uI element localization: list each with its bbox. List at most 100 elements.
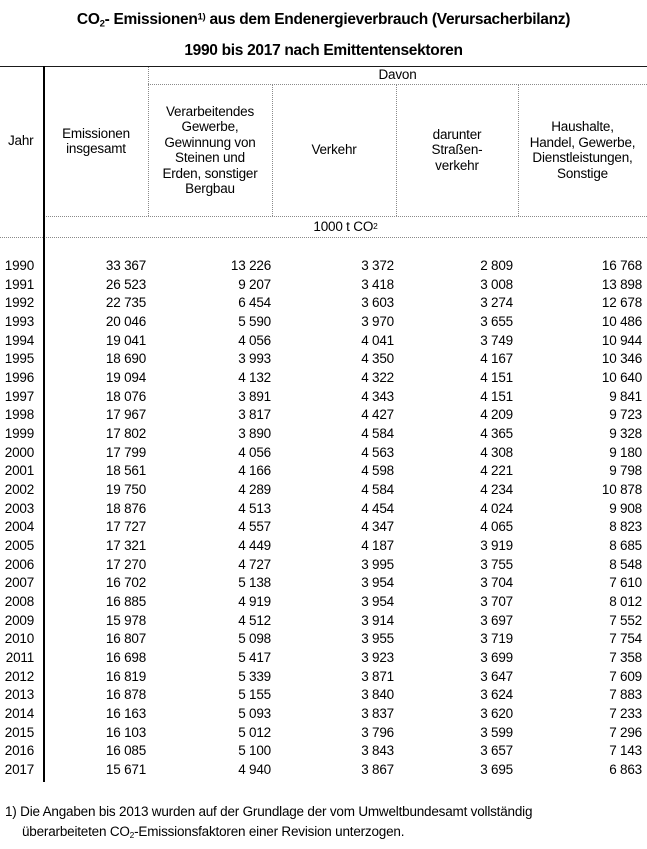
- value-cell: 3 914: [361, 612, 394, 628]
- value-cell: 17 802: [105, 426, 146, 442]
- value-cell: 3 274: [480, 295, 513, 311]
- year-cell: 2013: [4, 687, 34, 703]
- value-cell: 4 289: [238, 482, 271, 498]
- value-cell: 7 610: [609, 575, 642, 591]
- page-title-line1: CO2- Emissionen1) aus dem Endenergieverb…: [0, 11, 647, 29]
- table-rows: 1990 33 367 13 226 3 372 2 809 16 768 1991 26 5…: [0, 257, 647, 780]
- value-cell: 4 347: [361, 519, 394, 535]
- value-cell: 7 143: [609, 743, 642, 759]
- value-cell: 7 552: [609, 612, 642, 628]
- value-cell: 13 898: [601, 276, 642, 292]
- table-row: 1995 18 690 3 993 4 350 4 167 10 346: [0, 350, 647, 369]
- davon-bottom-rule: [148, 84, 647, 85]
- table-row: 2007 16 702 5 138 3 954 3 704 7 610: [0, 574, 647, 593]
- value-cell: 3 970: [361, 314, 394, 330]
- value-cell: 17 967: [105, 407, 146, 423]
- value-cell: 10 640: [601, 370, 642, 386]
- value-cell: 12 678: [601, 295, 642, 311]
- value-cell: 9 180: [609, 444, 642, 460]
- table-row: 2006 17 270 4 727 3 995 3 755 8 548: [0, 556, 647, 575]
- year-cell: 1993: [4, 314, 34, 330]
- value-cell: 7 754: [609, 631, 642, 647]
- value-cell: 17 799: [105, 444, 146, 460]
- year-cell: 2000: [4, 444, 34, 460]
- year-column-divider: [43, 66, 45, 782]
- value-cell: 16 807: [105, 631, 146, 647]
- value-cell: 4 132: [238, 370, 271, 386]
- value-cell: 15 978: [105, 612, 146, 628]
- value-cell: 10 944: [601, 332, 642, 348]
- unit-label: 1000 t CO: [313, 218, 374, 234]
- value-cell: 3 603: [361, 295, 394, 311]
- table-row: 1998 17 967 3 817 4 427 4 209 9 723: [0, 406, 647, 425]
- value-cell: 4 584: [361, 482, 394, 498]
- value-cell: 10 878: [601, 482, 642, 498]
- value-cell: 7 296: [609, 724, 642, 740]
- footnote-line2-rest: -Emissionsfaktoren einer Revision unterz…: [134, 824, 405, 839]
- year-cell: 2014: [4, 706, 34, 722]
- value-cell: 19 041: [105, 332, 146, 348]
- value-cell: 18 690: [105, 351, 146, 367]
- column-header-strassenverkehr: darunter Straßen- verkehr: [431, 126, 483, 173]
- table-row: 2012 16 819 5 339 3 871 3 647 7 609: [0, 668, 647, 687]
- table-top-rule: [0, 66, 647, 67]
- value-cell: 9 328: [609, 426, 642, 442]
- value-cell: 3 871: [361, 668, 394, 684]
- value-cell: 4 940: [238, 762, 271, 778]
- value-cell: 16 085: [105, 743, 146, 759]
- table-row: 1997 18 076 3 891 4 343 4 151 9 841: [0, 388, 647, 407]
- value-cell: 9 908: [609, 500, 642, 516]
- table-row: 1991 26 523 9 207 3 418 3 008 13 898: [0, 276, 647, 295]
- value-cell: 5 339: [238, 668, 271, 684]
- year-cell: 2005: [4, 538, 34, 554]
- year-cell: 1998: [4, 407, 34, 423]
- value-cell: 5 100: [238, 743, 271, 759]
- value-cell: 17 321: [105, 538, 146, 554]
- value-cell: 4 598: [361, 463, 394, 479]
- value-cell: 3 599: [480, 724, 513, 740]
- footnote-subscript-2: 2: [129, 830, 135, 841]
- year-cell: 2009: [4, 612, 34, 628]
- value-cell: 4 308: [480, 444, 513, 460]
- value-cell: 17 270: [105, 556, 146, 572]
- year-cell: 1995: [4, 351, 34, 367]
- value-cell: 5 417: [238, 650, 271, 666]
- value-cell: 4 563: [361, 444, 394, 460]
- value-cell: 19 750: [105, 482, 146, 498]
- value-cell: 9 841: [609, 388, 642, 404]
- footnote-line2: überarbeiteten CO2-Emissionsfaktoren ein…: [22, 824, 404, 840]
- value-cell: 3 695: [480, 762, 513, 778]
- table-row: 1992 22 735 6 454 3 603 3 274 12 678: [0, 294, 647, 313]
- table-row: 2009 15 978 4 512 3 914 3 697 7 552: [0, 612, 647, 631]
- value-cell: 7 883: [609, 687, 642, 703]
- value-cell: 4 221: [480, 463, 513, 479]
- value-cell: 4 187: [361, 538, 394, 554]
- year-cell: 1991: [4, 276, 34, 292]
- table-row: 2003 18 876 4 513 4 454 4 024 9 908: [0, 500, 647, 519]
- value-cell: 3 891: [238, 388, 271, 404]
- value-cell: 3 843: [361, 743, 394, 759]
- value-cell: 26 523: [105, 276, 146, 292]
- value-cell: 8 548: [609, 556, 642, 572]
- title-subscript-2: 2: [99, 18, 105, 30]
- value-cell: 3 657: [480, 743, 513, 759]
- table-row: 2017 15 671 4 940 3 867 3 695 6 863: [0, 761, 647, 780]
- value-cell: 4 512: [238, 612, 271, 628]
- value-cell: 16 819: [105, 668, 146, 684]
- table-row: 1994 19 041 4 056 4 041 3 749 10 944: [0, 332, 647, 351]
- value-cell: 3 008: [480, 276, 513, 292]
- value-cell: 4 727: [238, 556, 271, 572]
- year-cell: 2006: [4, 556, 34, 572]
- year-cell: 2017: [4, 762, 34, 778]
- value-cell: 16 702: [105, 575, 146, 591]
- value-cell: 8 012: [609, 594, 642, 610]
- value-cell: 5 138: [238, 575, 271, 591]
- value-cell: 4 365: [480, 426, 513, 442]
- value-cell: 3 707: [480, 594, 513, 610]
- value-cell: 4 056: [238, 444, 271, 460]
- value-cell: 5 098: [238, 631, 271, 647]
- value-cell: 3 418: [361, 276, 394, 292]
- table-row: 2008 16 885 4 919 3 954 3 707 8 012: [0, 593, 647, 612]
- value-cell: 4 151: [480, 370, 513, 386]
- table-row: 2000 17 799 4 056 4 563 4 308 9 180: [0, 444, 647, 463]
